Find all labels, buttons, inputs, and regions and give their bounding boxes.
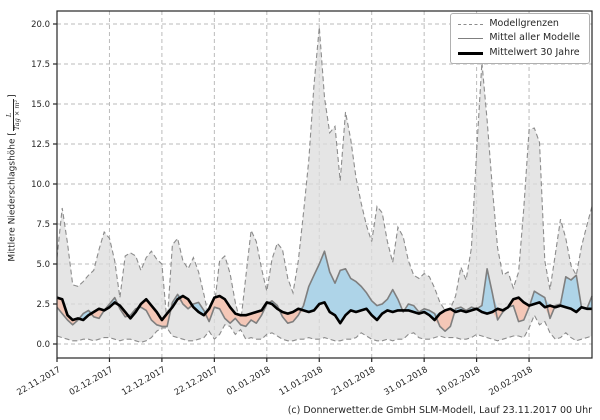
model-min-line	[56, 313, 593, 343]
y-tick-label: 0.0	[36, 340, 50, 350]
y-tick-label: 12.5	[31, 140, 50, 150]
x-tick-label: 20.02.2018	[487, 365, 534, 398]
y-tick-label: 15.0	[31, 100, 50, 110]
y-axis-label-prefix: Mittlere Niederschlagshöhe [	[7, 132, 18, 262]
model-mean-line	[56, 250, 593, 332]
x-tick-label: 10.02.2018	[435, 365, 482, 398]
y-axis-unit-denominator: Tag × m²	[13, 99, 22, 131]
model-max-line	[56, 27, 593, 324]
x-tick-label: 02.12.2017	[68, 365, 115, 398]
y-axis-unit-fraction: L Tag × m²	[5, 98, 22, 132]
y-tick-label: 7.5	[36, 220, 50, 230]
x-tick-label: 01.01.2018	[225, 365, 272, 398]
x-tick-label: 11.01.2018	[278, 365, 325, 398]
y-tick-label: 5.0	[36, 260, 50, 270]
x-tick-label: 21.01.2018	[330, 365, 377, 398]
legend-item-modellgrenzen: Modellgrenzen	[458, 18, 580, 29]
x-tick-label: 31.01.2018	[383, 365, 430, 398]
black-line-swatch-icon	[458, 51, 484, 55]
y-tick-label: 17.5	[31, 60, 50, 70]
legend-item-mittel-aller-modelle: Mittel aller Modelle	[458, 32, 580, 44]
x-tick-label: 22.12.2017	[173, 365, 220, 398]
climate-mean-line	[56, 294, 592, 325]
legend-label: Mittelwert 30 Jahre	[489, 46, 580, 58]
y-tick-label: 10.0	[31, 180, 50, 190]
gray-line-swatch-icon	[458, 38, 484, 40]
legend-item-mittelwert-30-jahre: Mittelwert 30 Jahre	[458, 46, 580, 58]
legend-label: Mittel aller Modelle	[489, 32, 580, 44]
y-axis-label: Mittlere Niederschlagshöhe [L Tag × m²]	[5, 11, 22, 345]
y-tick-label: 20.0	[31, 20, 50, 30]
above-normal-fill	[57, 251, 592, 324]
dashed-line-swatch-icon	[458, 23, 484, 25]
y-tick-label: 2.5	[36, 300, 50, 310]
x-tick-label: 22.11.2017	[15, 365, 62, 398]
legend-label: Modellgrenzen	[489, 18, 559, 29]
legend: Modellgrenzen Mittel aller Modelle Mitte…	[450, 13, 590, 65]
y-axis-label-suffix: ]	[7, 94, 18, 98]
x-tick-label: 12.12.2017	[120, 365, 167, 398]
copyright-credit: (c) Donnerwetter.de GmbH SLM-Modell, Lau…	[287, 405, 592, 416]
